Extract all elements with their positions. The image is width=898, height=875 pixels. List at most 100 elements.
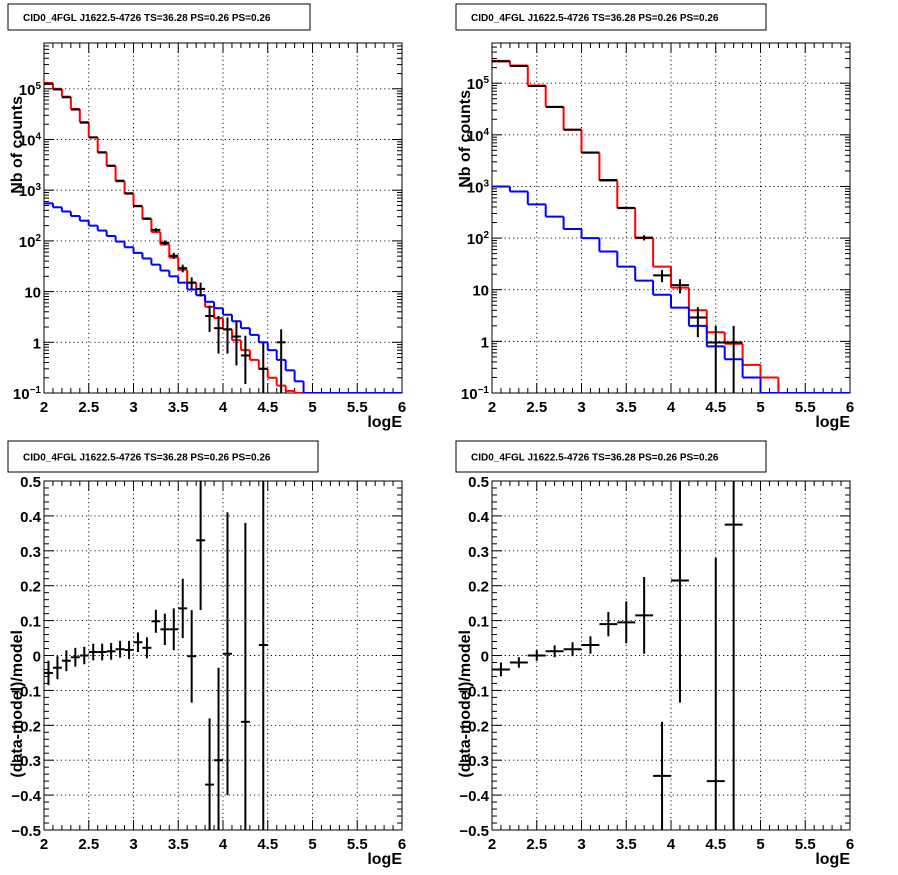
y-tick-label: 10−1 xyxy=(13,385,42,403)
x-tick-label: 5 xyxy=(308,836,316,853)
chart-title: CID0_4FGL J1622.5-4726 TS=36.28 PS=0.26 … xyxy=(23,453,271,464)
tick-label-exponent: 4 xyxy=(35,131,41,142)
data-point xyxy=(88,643,98,661)
x-tick-label: 6 xyxy=(846,399,854,416)
data-point xyxy=(151,609,161,633)
data-point xyxy=(205,305,215,332)
data-point xyxy=(205,718,215,830)
data-point xyxy=(671,279,689,294)
x-tick-label: 3 xyxy=(129,836,137,853)
y-tick-label: 0.4 xyxy=(468,509,490,526)
tick-label-base: 10 xyxy=(19,82,36,99)
data-point xyxy=(133,632,143,653)
y-tick-label: −0.3 xyxy=(11,753,41,770)
x-tick-label: 3 xyxy=(577,399,585,416)
x-tick-label: 6 xyxy=(846,836,854,853)
data-point xyxy=(599,179,618,182)
y-axis-label: (data-model)/model xyxy=(457,630,474,778)
data-point xyxy=(223,512,232,796)
x-tick-label: 2 xyxy=(40,836,48,853)
data-point xyxy=(97,643,107,661)
title-box xyxy=(455,3,767,31)
title-box xyxy=(7,3,311,31)
x-tick-label: 2.5 xyxy=(78,399,99,416)
y-tick-label: 10 xyxy=(24,285,41,302)
y-tick-label: 105 xyxy=(19,81,42,99)
data-point xyxy=(635,576,654,654)
data-point xyxy=(142,217,152,220)
y-tick-label: 10−1 xyxy=(461,385,490,403)
x-tick-label: 2 xyxy=(488,836,496,853)
data-point xyxy=(617,206,636,210)
data-layer xyxy=(492,59,850,393)
data-point xyxy=(599,611,618,637)
data-point xyxy=(196,282,206,297)
x-tick-label: 5.5 xyxy=(795,399,816,416)
tick-label-exponent: 3 xyxy=(483,178,489,189)
tick-label-base: 10 xyxy=(467,76,484,93)
data-point xyxy=(223,317,232,354)
y-tick-label: 0 xyxy=(33,649,41,666)
data-point xyxy=(617,601,636,644)
y-tick-label: 103 xyxy=(19,182,42,200)
tick-label-base: 10 xyxy=(19,132,36,149)
x-axis-label: logE xyxy=(815,851,850,868)
y-tick-label: 0.2 xyxy=(468,579,489,596)
y-tick-label: 0 xyxy=(481,649,489,666)
tick-label-exponent: 5 xyxy=(35,81,41,92)
data-point xyxy=(160,240,170,246)
y-tick-label: 10 xyxy=(472,283,489,300)
data-point xyxy=(151,228,161,232)
tick-label-exponent: −1 xyxy=(478,385,490,396)
y-tick-label: 1 xyxy=(481,334,489,351)
data-point xyxy=(545,645,564,658)
y-tick-label: −0.2 xyxy=(459,718,489,735)
x-tick-label: 2.5 xyxy=(526,836,547,853)
x-tick-label: 2.5 xyxy=(526,399,547,416)
y-tick-label: −0.5 xyxy=(11,823,41,840)
x-tick-label: 5.5 xyxy=(347,399,368,416)
y-tick-label: 0.1 xyxy=(20,614,41,631)
x-axis-label: logE xyxy=(815,414,850,431)
x-tick-label: 6 xyxy=(398,399,406,416)
data-point xyxy=(706,557,725,830)
tick-label-exponent: 4 xyxy=(483,127,489,138)
tick-label-exponent: −1 xyxy=(30,385,42,396)
tick-label-base: 10 xyxy=(19,183,36,200)
data-point xyxy=(492,662,510,677)
y-tick-label: −0.5 xyxy=(459,823,489,840)
data-point xyxy=(115,640,125,658)
y-tick-label: 104 xyxy=(19,131,42,149)
plot-frame xyxy=(43,42,403,394)
plot-frame xyxy=(491,42,851,394)
data-point xyxy=(44,660,53,686)
x-tick-label: 5 xyxy=(756,399,764,416)
data-point xyxy=(563,642,582,657)
x-tick-label: 3.5 xyxy=(616,399,637,416)
data-point xyxy=(169,608,179,651)
x-tick-label: 6 xyxy=(398,836,406,853)
data-point xyxy=(79,646,89,665)
tick-label-base: 10 xyxy=(461,386,478,403)
y-tick-label: 102 xyxy=(19,233,42,251)
data-point xyxy=(97,151,107,154)
data-layer xyxy=(492,481,743,830)
data-point xyxy=(187,277,197,289)
tick-label-exponent: 2 xyxy=(35,233,41,244)
data-point xyxy=(61,650,71,672)
data-point xyxy=(178,264,188,273)
data-point xyxy=(169,252,179,259)
data-point xyxy=(124,192,134,195)
data-point xyxy=(106,642,116,660)
y-tick-label: −0.4 xyxy=(11,788,41,805)
y-tick-label: 102 xyxy=(467,230,490,248)
data-point xyxy=(214,667,223,830)
data-point xyxy=(581,636,600,654)
data-point xyxy=(671,481,689,703)
title-box xyxy=(455,440,767,473)
chart-title: CID0_4FGL J1622.5-4726 TS=36.28 PS=0.26 … xyxy=(471,453,719,464)
y-axis-label: Nb of counts xyxy=(9,96,26,194)
tick-label-base: 10 xyxy=(467,231,484,248)
x-tick-label: 3.5 xyxy=(168,836,189,853)
